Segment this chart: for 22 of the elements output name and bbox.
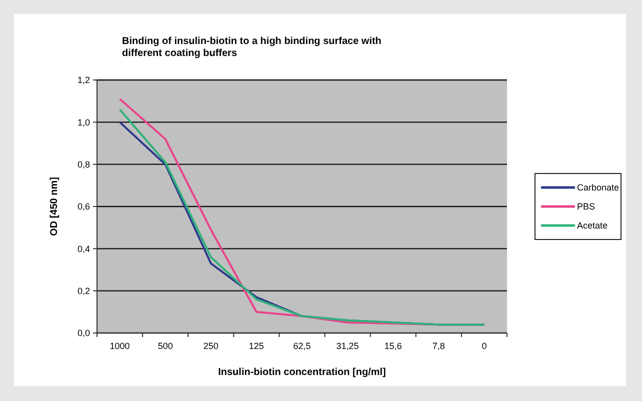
x-tick-label: 31,25 xyxy=(336,341,359,351)
y-tick-label: 0,8 xyxy=(77,159,90,170)
y-tick-label: 0,2 xyxy=(77,286,90,296)
x-tick-label: 1000 xyxy=(110,341,130,351)
legend-label: PBS xyxy=(577,202,596,212)
x-tick-label: 0 xyxy=(482,341,487,351)
x-tick-label: 7,8 xyxy=(432,341,445,351)
x-axis-title: Insulin-biotin concentration [ng/ml] xyxy=(218,367,386,378)
y-tick-label: 0,6 xyxy=(77,202,90,212)
y-axis-title: OD [450 nm] xyxy=(49,177,60,236)
legend-label: Acetate xyxy=(577,220,608,231)
legend-label: Carbonate xyxy=(577,182,620,193)
y-tick-label: 1,2 xyxy=(77,75,90,86)
chart-title: Binding of insulin-biotin to a high binding surface with different coating buffers xyxy=(122,36,382,59)
y-tick-label: 0,4 xyxy=(77,244,90,254)
x-tick-label: 62,5 xyxy=(293,341,311,351)
x-tick-label: 125 xyxy=(248,341,264,351)
y-tick-label: 0,0 xyxy=(77,328,90,338)
y-tick-label: 1,0 xyxy=(77,117,90,128)
x-tick-label: 250 xyxy=(203,341,218,351)
x-tick-label: 15,6 xyxy=(384,341,402,351)
x-tick-label: 500 xyxy=(158,341,173,351)
